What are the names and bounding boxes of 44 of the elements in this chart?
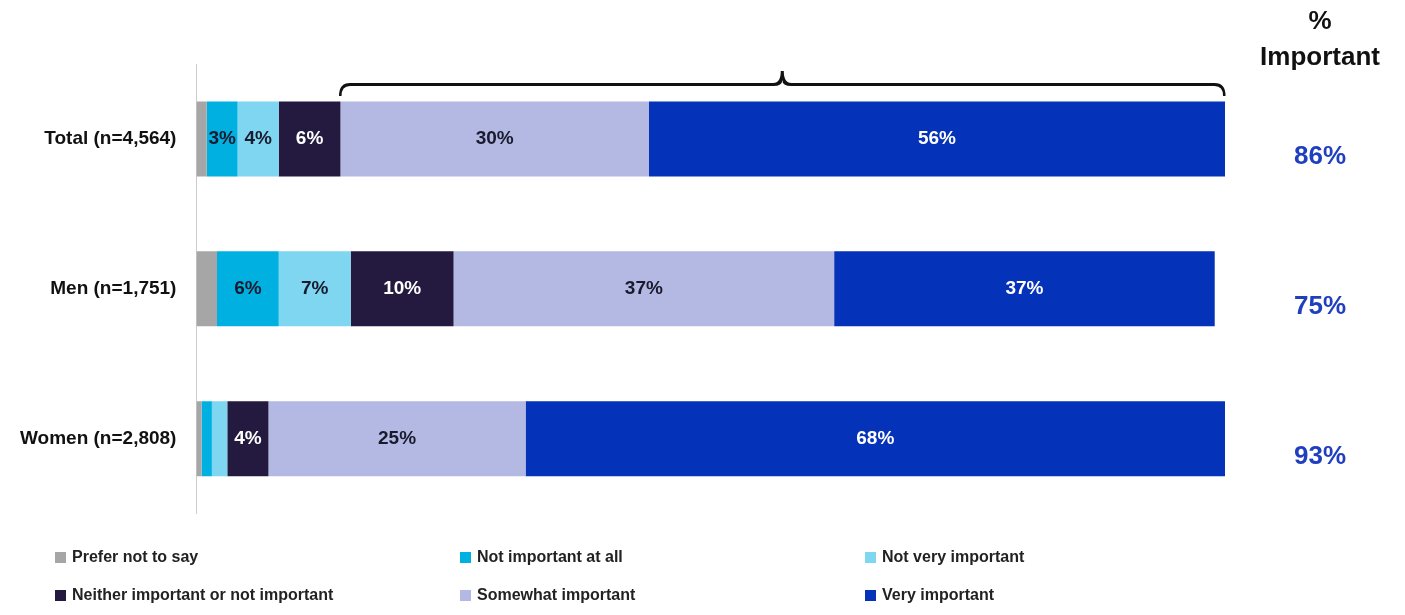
bar <box>268 401 526 477</box>
text: 93% <box>1293 439 1347 470</box>
bar <box>196 101 207 177</box>
bar <box>834 251 1215 327</box>
data-label: 10% <box>383 277 422 299</box>
y-tick-label: Men (n=1,751) <box>50 277 177 299</box>
bar <box>217 251 279 327</box>
bar <box>350 251 454 327</box>
bar <box>649 101 1225 177</box>
bar <box>211 401 228 477</box>
data-label: 37% <box>624 277 663 299</box>
text: % Important <box>1260 5 1381 72</box>
data-label: 6% <box>234 277 262 299</box>
data-label: 3% <box>208 127 236 149</box>
legend-label: Neither important or not important <box>72 586 334 604</box>
bar <box>237 101 279 177</box>
data-label: 37% <box>1005 277 1044 299</box>
bar <box>201 401 212 477</box>
y-tick-label: Total (n=4,564) <box>44 127 177 149</box>
data-label: 56% <box>917 127 957 149</box>
legend-label: Not important at all <box>477 548 623 566</box>
legend-label: Not very important <box>882 548 1025 566</box>
data-label: 4% <box>234 426 262 448</box>
legend-label: Prefer not to say <box>72 548 199 566</box>
bar <box>206 101 238 177</box>
legend-label: Somewhat important <box>477 586 636 604</box>
data-label: 4% <box>244 127 272 149</box>
text: 86% <box>1293 140 1347 171</box>
legend-label: Very important <box>882 586 995 604</box>
data-label: 7% <box>300 277 329 299</box>
y-tick-label: Women (n=2,808) <box>19 426 177 448</box>
bar <box>196 401 202 477</box>
bar <box>227 401 269 477</box>
bar <box>278 101 341 177</box>
data-label: 68% <box>856 426 895 448</box>
data-label: 6% <box>295 127 324 149</box>
bar <box>340 101 650 177</box>
text: 75% <box>1293 289 1347 320</box>
bar <box>278 251 351 327</box>
data-label: 25% <box>378 426 417 448</box>
data-label: 30% <box>475 127 514 149</box>
bar <box>525 401 1225 477</box>
bar <box>453 251 835 327</box>
bar <box>196 251 218 327</box>
